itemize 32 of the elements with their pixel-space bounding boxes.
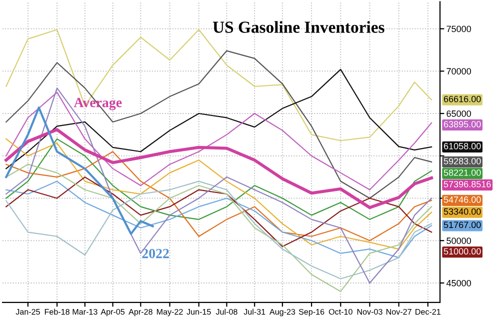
data-label: 58221.00 bbox=[444, 169, 481, 176]
y-tick-label: 75000 bbox=[446, 26, 471, 32]
x-tick-label: Nov-27 bbox=[386, 308, 412, 315]
series-label: 2022 bbox=[142, 248, 169, 258]
x-tick-label: Mar-13 bbox=[72, 308, 98, 315]
x-tick-label: Sep-16 bbox=[298, 308, 324, 316]
x-tick-label: Oct-10 bbox=[328, 308, 352, 315]
data-label: 61058.00 bbox=[444, 142, 481, 150]
x-tick-label: Feb-18 bbox=[44, 308, 70, 315]
x-tick-label: Jun-15 bbox=[186, 309, 211, 315]
x-tick-label: Aug-23 bbox=[269, 308, 296, 316]
data-label: 51767.00 bbox=[444, 222, 481, 228]
data-label: 53340.00 bbox=[444, 208, 481, 215]
data-label: 51000.00 bbox=[444, 248, 481, 255]
data-label: 57396.8516 bbox=[444, 180, 491, 188]
y-tick-label: 65000 bbox=[446, 110, 471, 117]
data-label: 54746.00 bbox=[444, 196, 481, 203]
text: US Gasoline Inventories bbox=[212, 21, 384, 33]
x-tick-label: Dec-21 bbox=[416, 308, 440, 315]
y-tick-label: 50000 bbox=[446, 238, 471, 244]
y-tick-label: 70000 bbox=[446, 68, 471, 74]
y-tick-label: 45000 bbox=[446, 280, 471, 286]
x-tick-label: Jul-31 bbox=[244, 308, 266, 315]
x-tick-label: Nov-03 bbox=[357, 308, 382, 315]
x-tick-label: Jul-08 bbox=[216, 308, 238, 315]
x-tick-label: Apr-28 bbox=[128, 308, 152, 316]
x-tick-label: May-22 bbox=[156, 308, 183, 316]
data-label: 63895.00 bbox=[444, 121, 481, 128]
x-tick-label: Jan-25 bbox=[16, 308, 40, 315]
data-label: 66616.00 bbox=[444, 96, 481, 102]
data-label: 59283.00 bbox=[444, 158, 481, 164]
x-tick-label: Apr-05 bbox=[100, 308, 125, 316]
